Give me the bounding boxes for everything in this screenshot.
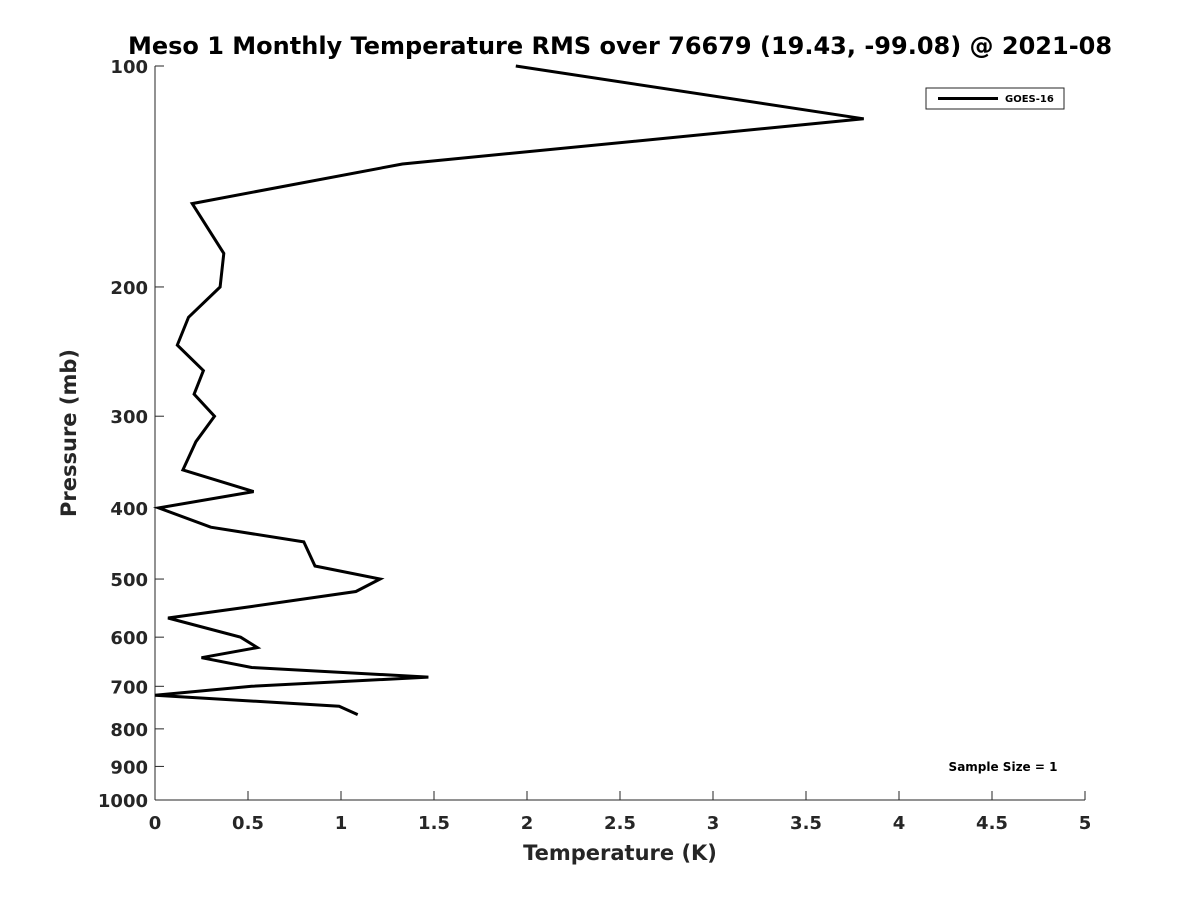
x-tick-label: 4 [893,813,906,834]
y-tick-label: 900 [110,757,148,778]
y-tick-label: 800 [110,720,148,741]
x-tick-label: 5 [1079,813,1092,834]
x-tick-label: 0 [149,813,162,834]
y-tick-label: 200 [110,278,148,299]
x-tick-label: 1 [335,813,348,834]
x-axis-ticks: 0 0.5 1 1.5 2 2.5 3 3.5 4 4.5 5 [149,791,1092,834]
y-tick-label: 100 [110,57,148,78]
sample-size-annotation: Sample Size = 1 [949,760,1058,774]
y-tick-label: 700 [110,677,148,698]
series-layer [152,64,864,716]
x-tick-label: 2.5 [604,813,636,834]
x-tick-label: 3.5 [790,813,822,834]
y-tick-label: 600 [110,628,148,649]
legend-label-goes-16: GOES-16 [1005,94,1054,105]
x-tick-label: 4.5 [976,813,1008,834]
x-tick-label: 3 [707,813,720,834]
y-tick-label: 300 [110,407,148,428]
x-axis-label: Temperature (K) [523,841,717,865]
x-tick-label: 2 [521,813,534,834]
y-tick-label: 1000 [98,791,148,812]
y-axis-label: Pressure (mb) [57,349,81,517]
x-tick-label: 1.5 [418,813,450,834]
chart-title: Meso 1 Monthly Temperature RMS over 7667… [128,32,1112,60]
legend: GOES-16 [925,87,1065,110]
y-tick-label: 500 [110,570,148,591]
y-tick-label: 400 [110,499,148,520]
series-line-goes-16 [152,64,864,716]
x-tick-label: 0.5 [232,813,264,834]
y-axis-ticks: 100 200 300 400 500 600 700 800 900 1000 [98,57,164,812]
